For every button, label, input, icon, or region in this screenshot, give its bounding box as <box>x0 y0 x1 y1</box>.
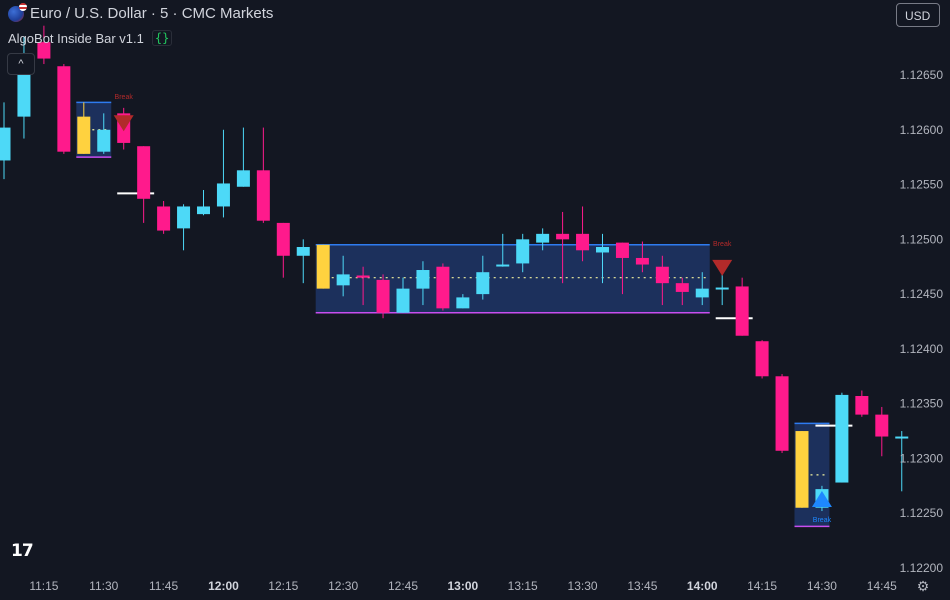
x-tick-label-3: 12:00 <box>208 579 239 593</box>
candle-body-14 <box>276 222 290 256</box>
source-code-icon[interactable]: {} <box>151 30 173 46</box>
candle-body-42 <box>835 394 849 483</box>
candle-body-36 <box>715 287 729 290</box>
x-tick-label-6: 12:45 <box>388 579 418 593</box>
indicator-name[interactable]: AlgoBot Inside Bar v1.1 <box>8 30 144 46</box>
break-label-1: Break <box>713 241 732 248</box>
candle-body-29 <box>576 233 590 251</box>
candle-body-19 <box>376 279 390 313</box>
x-tick-label-14: 14:45 <box>867 579 897 593</box>
x-tick-label-4: 12:15 <box>268 579 298 593</box>
candle-body-37 <box>735 286 749 336</box>
candle-body-5 <box>97 129 111 152</box>
candle-body-2 <box>37 42 51 59</box>
y-tick-label-9: 1.12200 <box>900 561 944 575</box>
price-scale-gap <box>895 40 950 50</box>
chevron-up-icon: ^ <box>18 58 24 70</box>
break-down-marker-1 <box>712 259 733 276</box>
candle-body-40 <box>795 431 809 508</box>
x-tick-label-13: 14:30 <box>807 579 837 593</box>
x-tick-label-11: 14:00 <box>687 579 718 593</box>
indicator-legend: AlgoBot Inside Bar v1.1 {} <box>8 30 173 46</box>
y-tick-label-3: 1.12500 <box>900 232 944 246</box>
candle-body-34 <box>675 283 689 292</box>
candle-body-28 <box>556 233 570 240</box>
x-tick-label-12: 14:15 <box>747 579 777 593</box>
x-tick-label-5: 12:30 <box>328 579 358 593</box>
candle-body-32 <box>635 257 649 265</box>
x-tick-label-8: 13:15 <box>508 579 538 593</box>
candle-body-24 <box>476 272 490 295</box>
candle-body-25 <box>496 264 510 267</box>
candle-body-0 <box>0 127 11 161</box>
candle-body-10 <box>197 206 210 215</box>
range-box-1 <box>315 244 710 313</box>
symbol-title[interactable]: Euro / U.S. Dollar · 5 · CMC Markets <box>30 5 274 22</box>
y-tick-label-6: 1.12350 <box>900 397 944 411</box>
break-label-0: Break <box>115 94 134 101</box>
candle-body-21 <box>416 270 430 289</box>
candle-body-23 <box>456 297 470 309</box>
x-tick-label-1: 11:30 <box>89 579 118 593</box>
y-tick-label-2: 1.12550 <box>900 178 944 192</box>
candle-body-45 <box>895 436 909 439</box>
x-tick-label-2: 11:45 <box>149 579 178 593</box>
y-tick-label-5: 1.12400 <box>900 342 944 356</box>
candle-body-38 <box>755 341 769 377</box>
currency-button[interactable]: USD <box>896 3 940 27</box>
y-tick-label-1: 1.12600 <box>900 123 944 137</box>
candle-body-44 <box>875 414 889 437</box>
candle-body-31 <box>615 242 629 258</box>
y-tick-label-8: 1.12250 <box>900 506 944 520</box>
x-tick-label-10: 13:45 <box>627 579 657 593</box>
candle-body-16 <box>316 244 330 289</box>
eur-usd-flag-icon <box>8 2 27 22</box>
candle-body-33 <box>655 266 669 284</box>
candle-body-15 <box>296 247 310 256</box>
collapse-legend-button[interactable]: ^ <box>7 53 35 75</box>
candle-body-27 <box>536 233 550 243</box>
candle-body-11 <box>216 183 230 207</box>
candle-body-4 <box>77 116 91 154</box>
candle-body-30 <box>596 247 609 253</box>
x-tick-label-0: 11:15 <box>29 579 58 593</box>
candle-body-12 <box>236 170 250 187</box>
break-label-2: Break <box>813 517 832 524</box>
x-tick-label-9: 13:30 <box>568 579 598 593</box>
settings-gear-icon[interactable]: ⚙ <box>916 578 930 594</box>
candle-body-26 <box>516 239 530 264</box>
candle-body-8 <box>157 206 171 231</box>
candle-body-20 <box>396 288 410 313</box>
break-down-marker-0 <box>113 115 134 132</box>
candle-body-13 <box>256 170 270 221</box>
candle-body-43 <box>855 395 869 415</box>
candle-body-17 <box>336 274 350 286</box>
candle-body-35 <box>695 288 709 298</box>
y-tick-label-7: 1.12300 <box>900 451 944 465</box>
candle-body-7 <box>137 146 151 199</box>
break-up-marker-2 <box>811 490 832 507</box>
y-tick-label-4: 1.12450 <box>900 287 944 301</box>
candle-body-3 <box>57 66 71 152</box>
candle-body-39 <box>775 376 789 451</box>
tradingview-logo: 17 <box>11 541 34 561</box>
y-tick-label-0: 1.12650 <box>900 68 944 82</box>
candle-body-9 <box>177 206 191 229</box>
candle-body-18 <box>356 275 370 278</box>
chart-header: Euro / U.S. Dollar · 5 · CMC Markets <box>8 2 274 22</box>
candle-body-22 <box>436 266 450 309</box>
x-tick-label-7: 13:00 <box>447 579 478 593</box>
